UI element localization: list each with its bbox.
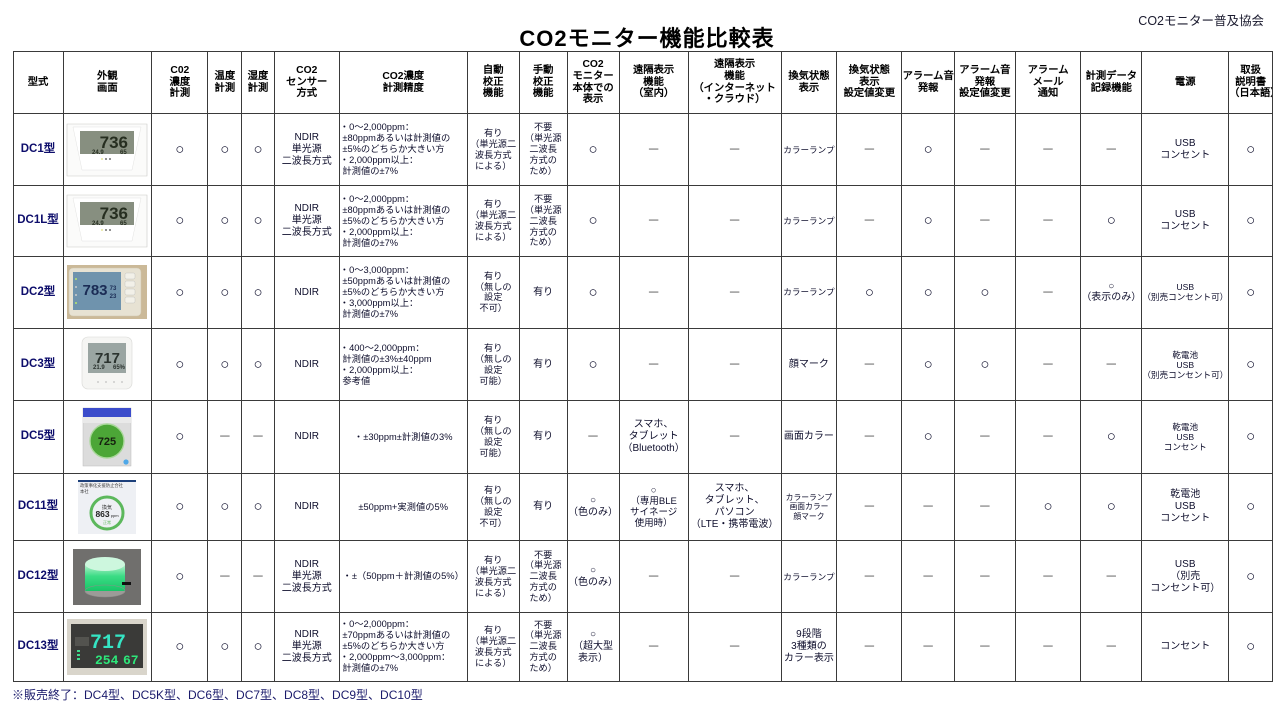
svg-text:65: 65 bbox=[120, 221, 127, 227]
svg-text:65: 65 bbox=[120, 150, 127, 156]
svg-text:24.9: 24.9 bbox=[92, 150, 104, 156]
svg-text:24.9: 24.9 bbox=[92, 221, 104, 227]
svg-text:政策事化支援防止合社: 政策事化支援防止合社 bbox=[80, 482, 124, 489]
svg-text:783: 783 bbox=[83, 282, 108, 299]
svg-text:本社: 本社 bbox=[80, 488, 89, 495]
svg-text:23: 23 bbox=[110, 294, 117, 300]
svg-text:67: 67 bbox=[123, 653, 139, 668]
svg-text:65%: 65% bbox=[113, 365, 126, 371]
svg-text:21.9: 21.9 bbox=[93, 365, 105, 371]
svg-text:正常: 正常 bbox=[103, 519, 111, 525]
svg-text:717: 717 bbox=[90, 632, 126, 655]
svg-text:254: 254 bbox=[95, 653, 119, 668]
svg-text:725: 725 bbox=[98, 436, 116, 448]
svg-text:73: 73 bbox=[110, 286, 117, 292]
